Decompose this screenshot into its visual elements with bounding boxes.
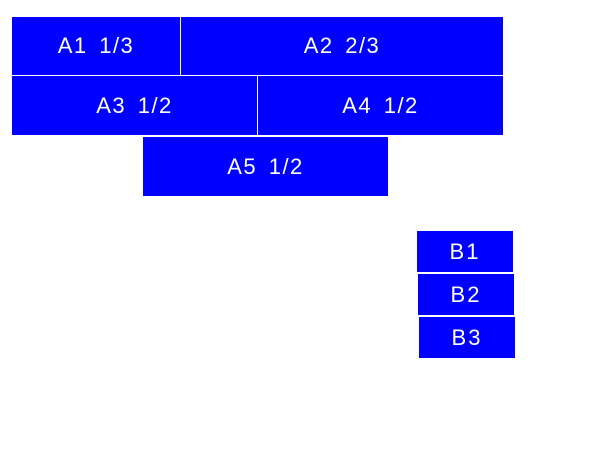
box-b2: B2 [418, 274, 514, 315]
box-b3-label: B3 [451, 324, 483, 350]
box-a5-label: A5 1/2 [227, 153, 304, 179]
box-a2: A2 2/3 [181, 17, 503, 75]
box-a4-label: A4 1/2 [342, 92, 419, 118]
box-a3: A3 1/2 [12, 76, 257, 135]
box-a1: A1 1/3 [12, 17, 180, 75]
box-a5: A5 1/2 [143, 137, 388, 196]
box-b2-label: B2 [450, 281, 482, 307]
box-a1-label: A1 1/3 [57, 33, 135, 58]
box-b1: B1 [417, 231, 513, 272]
box-b1-label: B1 [449, 238, 481, 264]
box-a4: A4 1/2 [258, 76, 503, 135]
box-b3: B3 [419, 317, 515, 358]
box-a2-label: A2 2/3 [303, 33, 381, 58]
box-a3-label: A3 1/2 [96, 92, 173, 118]
